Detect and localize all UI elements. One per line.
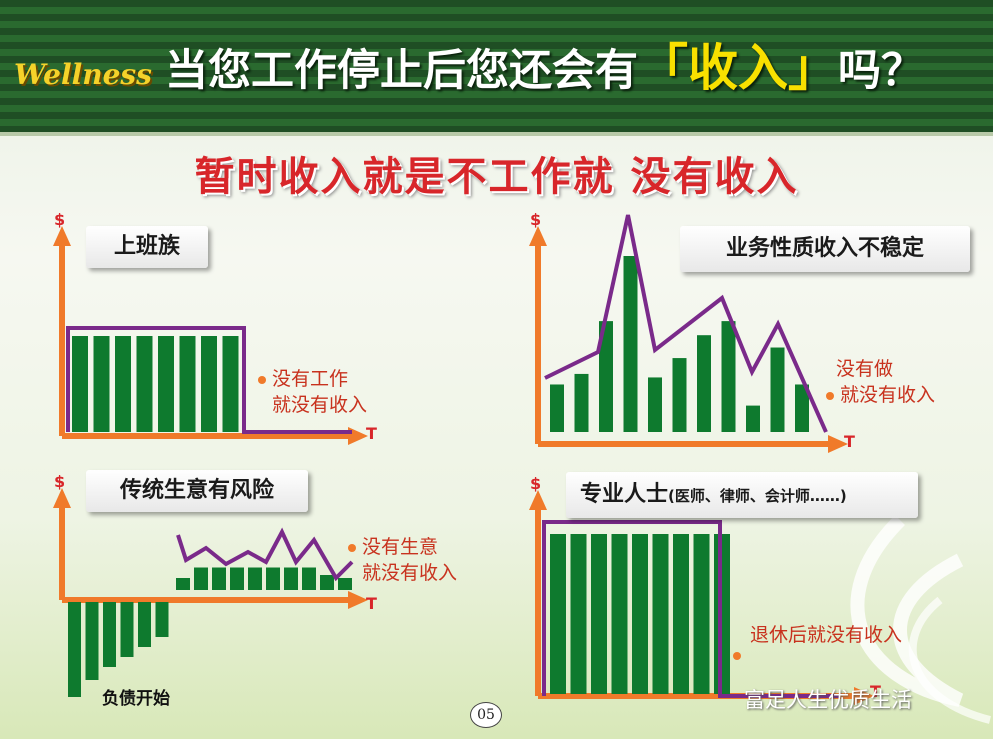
business-bar [746, 405, 760, 432]
traditional-positive-bar [338, 578, 352, 590]
business-bar [770, 347, 785, 432]
office-x-axis-arrow [348, 427, 368, 445]
office-bar [72, 336, 88, 432]
traditional-positive-bar [302, 567, 316, 590]
bullet-dot-icon [348, 543, 356, 552]
business-bar [550, 384, 564, 432]
watermark-text: 富足人生优质生活 [744, 688, 912, 712]
note-traditional-business: 没有生意 就没有收入 [348, 534, 457, 586]
professional-label-main: 专业人士 [580, 482, 669, 507]
professional-label-sub: (医师、律师、会计师……) [668, 487, 847, 505]
traditional-positive-bar [194, 567, 208, 590]
y-axis-symbol-professional: $ [530, 474, 542, 493]
professional-bar [673, 534, 689, 694]
traditional-negative-bar [103, 602, 116, 667]
business-bar [672, 358, 687, 432]
bullet-dot-icon [258, 375, 266, 384]
x-axis-symbol-business: T [844, 432, 855, 451]
professional-y-axis-arrow [529, 490, 547, 510]
note-business-line1: 没有做 [836, 358, 894, 380]
note-office-worker: 没有工作 就没有收入 [258, 366, 367, 418]
business-bar [721, 321, 736, 432]
traditional-y-axis-arrow [53, 488, 71, 508]
office-bar [93, 336, 110, 432]
page-headline: 当您工作停止后您还会有「收入」吗？ [165, 28, 924, 100]
note-office-line1: 没有工作 [272, 368, 349, 390]
panel-label-professional: 专业人士(医师、律师、会计师……) [566, 472, 918, 518]
x-axis-symbol-professional: T [870, 682, 881, 701]
professional-note-dot-icon [733, 652, 741, 660]
decorative-swirl [850, 515, 964, 707]
note-business-income: 没有做 就没有收入 [826, 356, 935, 408]
bullet-dot-icon [826, 391, 834, 400]
professional-x-axis-arrow [854, 687, 874, 705]
y-axis-symbol-business: $ [530, 210, 542, 229]
x-axis-symbol-traditional: T [366, 594, 377, 613]
note-traditional-line1: 没有生意 [362, 536, 439, 558]
professional-bar [632, 534, 648, 694]
traditional-positive-bar [320, 575, 334, 590]
office-bar [115, 336, 131, 432]
traditional-positive-bar [266, 567, 280, 590]
y-axis-symbol-traditional: $ [54, 472, 66, 491]
traditional-x-axis-arrow [348, 591, 368, 609]
business-bar [795, 384, 809, 432]
y-axis-symbol-office: $ [54, 210, 66, 229]
note-professional: 退休后就没有收入 [750, 624, 903, 646]
professional-bar [693, 534, 710, 694]
professional-bar [570, 534, 587, 694]
traditional-negative-bar [155, 602, 169, 637]
note-office-line2: 就没有收入 [272, 394, 368, 416]
brand-logo: Wellness [14, 58, 152, 91]
traditional-positive-bar [176, 578, 190, 590]
office-bar [201, 336, 217, 432]
office-bar [136, 336, 153, 432]
x-axis-symbol-office: T [366, 424, 377, 443]
professional-bar [550, 534, 566, 694]
professional-income-envelope [542, 520, 840, 698]
traditional-negative-bar [68, 602, 81, 697]
headline-highlight: 「收入」 [638, 39, 838, 97]
business-x-axis-arrow [828, 435, 848, 453]
note-traditional-line2: 就没有收入 [362, 562, 458, 584]
professional-bar [591, 534, 607, 694]
professional-bar [652, 534, 669, 694]
traditional-negative-bar [120, 602, 134, 657]
page-subtitle: 暂时收入就是不工作就 没有收入 [194, 154, 799, 200]
traditional-positive-bar [230, 567, 244, 590]
headline-suffix: 吗？ [838, 46, 924, 96]
decorative-swirl-2 [908, 596, 991, 724]
panel-label-traditional-business: 传统生意有风险 [86, 470, 308, 512]
panel-label-business-income: 业务性质收入不稳定 [680, 226, 970, 272]
office-income-envelope [66, 326, 352, 434]
traditional-negative-bar [85, 602, 99, 680]
panel-label-office-worker: 上班族 [86, 226, 208, 268]
traditional-positive-bar [284, 567, 298, 590]
traditional-negative-bar [138, 602, 151, 647]
office-y-axis-arrow [53, 226, 71, 246]
business-y-axis-arrow [529, 226, 547, 246]
office-bar [179, 336, 196, 432]
traditional-income-envelope [176, 527, 354, 582]
business-bar [599, 321, 613, 432]
professional-bar [611, 534, 628, 694]
business-bar [574, 373, 589, 432]
business-bar [648, 377, 662, 432]
note-business-line2: 就没有收入 [840, 384, 936, 406]
headline-prefix: 当您工作停止后您还会有 [165, 46, 638, 96]
traditional-positive-bar [212, 567, 226, 590]
office-bar [158, 336, 174, 432]
business-income-envelope [544, 214, 828, 433]
traditional-positive-bar [248, 567, 262, 590]
page-number: 05 [470, 702, 502, 728]
business-bar [623, 256, 638, 432]
office-bar [222, 336, 239, 432]
debt-start-label: 负债开始 [102, 689, 170, 709]
header-banner: Wellness 当您工作停止后您还会有「收入」吗？ [0, 0, 993, 136]
business-bar [697, 335, 711, 432]
